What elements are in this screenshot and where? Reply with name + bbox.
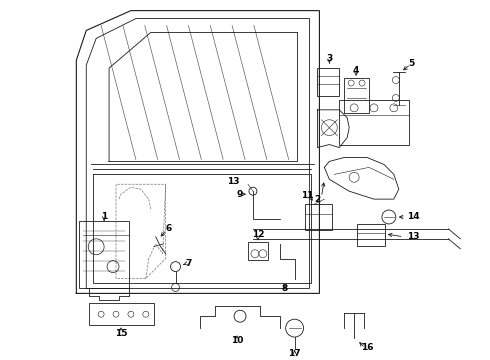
- Text: 15: 15: [115, 329, 127, 338]
- Bar: [357, 224, 385, 246]
- Text: 5: 5: [409, 59, 415, 68]
- Bar: [304, 204, 332, 230]
- Text: 14: 14: [407, 212, 419, 221]
- Text: 10: 10: [231, 336, 243, 345]
- Text: 4: 4: [353, 66, 359, 75]
- Text: 6: 6: [166, 224, 171, 233]
- Text: 8: 8: [282, 284, 288, 293]
- Bar: [339, 100, 409, 145]
- Text: 7: 7: [185, 259, 192, 268]
- Text: 9: 9: [237, 190, 243, 199]
- Text: 17: 17: [288, 350, 301, 359]
- Bar: [248, 242, 268, 260]
- Text: 2: 2: [314, 195, 320, 204]
- Text: 11: 11: [301, 191, 314, 200]
- Text: 13: 13: [227, 177, 239, 186]
- Bar: [344, 78, 369, 113]
- Text: 3: 3: [326, 54, 332, 63]
- Text: 12: 12: [252, 230, 264, 239]
- Bar: [89, 303, 154, 325]
- Text: 16: 16: [361, 343, 373, 352]
- Text: 13: 13: [407, 232, 419, 241]
- Text: 1: 1: [101, 212, 107, 221]
- Bar: [79, 221, 129, 288]
- Bar: [318, 68, 339, 96]
